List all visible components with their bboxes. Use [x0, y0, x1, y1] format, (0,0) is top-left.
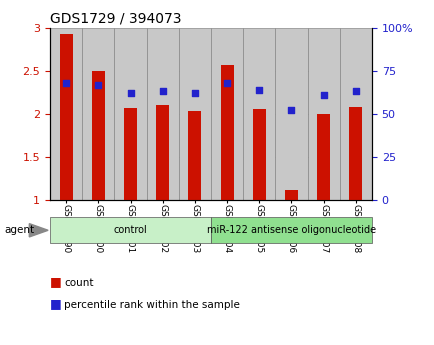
Bar [50, 217, 210, 243]
Text: control: control [113, 225, 147, 235]
Bar [243, 28, 275, 200]
Bar [188, 111, 201, 200]
Point [319, 92, 326, 98]
Text: ■: ■ [50, 275, 62, 288]
Bar [284, 190, 297, 200]
Bar [92, 71, 105, 200]
Point [287, 108, 294, 113]
Point [95, 82, 102, 87]
Text: count: count [64, 278, 94, 288]
Bar [82, 28, 114, 200]
Bar [210, 217, 371, 243]
Point [223, 80, 230, 86]
Bar [252, 109, 265, 200]
Point [352, 89, 358, 94]
Bar [114, 28, 146, 200]
Bar [178, 28, 210, 200]
Bar [146, 28, 178, 200]
Bar [59, 34, 72, 200]
Point [255, 87, 262, 92]
Text: miR-122 antisense oligonucleotide: miR-122 antisense oligonucleotide [207, 225, 375, 235]
Point [127, 90, 134, 96]
Polygon shape [29, 224, 48, 237]
Bar [316, 114, 329, 200]
Bar [156, 105, 169, 200]
Point [191, 90, 198, 96]
Point [159, 89, 166, 94]
Bar [307, 28, 339, 200]
Bar [124, 108, 137, 200]
Text: agent: agent [4, 226, 34, 235]
Text: GDS1729 / 394073: GDS1729 / 394073 [50, 11, 181, 25]
Bar [50, 28, 82, 200]
Bar [339, 28, 371, 200]
Bar [210, 28, 243, 200]
Text: percentile rank within the sample: percentile rank within the sample [64, 300, 240, 310]
Point [62, 80, 69, 86]
Bar [220, 65, 233, 200]
Bar [275, 28, 307, 200]
Text: ■: ■ [50, 297, 62, 310]
Bar [349, 107, 362, 200]
